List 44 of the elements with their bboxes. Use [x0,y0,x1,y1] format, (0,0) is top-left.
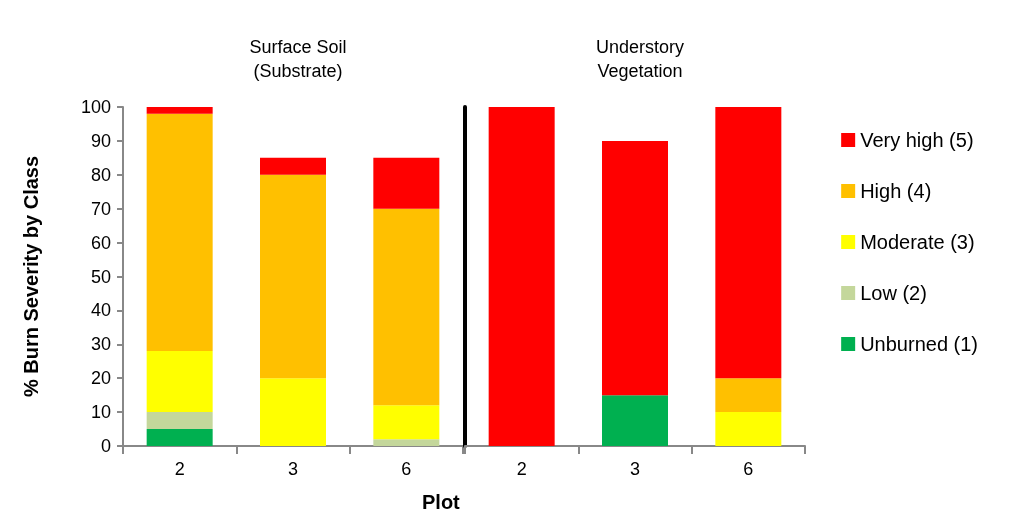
bar [146,412,213,430]
bar [260,174,326,379]
bar [146,429,213,446]
y-tick-label: 60 [90,232,111,253]
y-tick-label: 10 [90,402,111,423]
bar [260,378,326,446]
bar [715,378,782,413]
bar [602,395,668,446]
bar [373,157,440,209]
x-tick-label: 2 [174,459,185,479]
legend-label: Moderate (3) [860,231,975,253]
x-tick-label: 6 [401,459,412,479]
legend-label: Very high (5) [860,129,974,151]
x-tick-label: 3 [287,459,299,479]
y-axis-title: % Burn Severity by Class [20,155,42,398]
y-tick-label: 70 [90,198,111,219]
bar [373,208,440,406]
x-tick-label: 2 [516,459,527,479]
y-tick-label: 80 [90,164,111,185]
legend-label: Low (2) [860,282,927,304]
chart-title: Understory Vegetation [595,37,685,81]
bar [146,351,213,413]
y-tick-label: 100 [80,97,111,117]
bar [715,107,782,379]
bar [602,140,668,396]
x-tick-label: 3 [629,459,641,479]
bar [373,405,440,440]
bar [260,157,326,175]
legend-label: High (4) [860,180,932,202]
bar [373,439,440,446]
x-tick-label: 6 [743,459,754,479]
bar [715,412,782,446]
y-tick-label: 30 [90,334,111,355]
y-tick-label: 40 [90,300,111,321]
y-tick-label: 90 [90,130,111,151]
bar [146,107,213,114]
y-tick-label: 0 [100,436,111,456]
bar [146,113,213,352]
chart-title: Surface Soil (Substrate) [249,37,347,81]
y-tick-label: 50 [90,266,111,287]
y-tick-label: 20 [90,368,111,389]
x-axis-title: Plot [422,491,461,513]
legend-label: Unburned (1) [860,333,978,355]
bar [488,107,555,446]
